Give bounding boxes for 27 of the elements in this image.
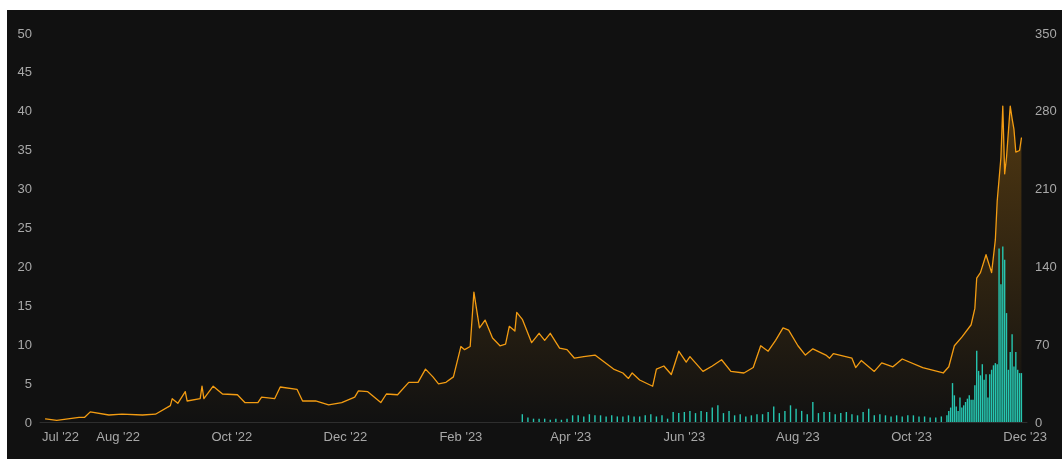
x-tick-label: Apr '23	[550, 429, 592, 444]
y2-tick-label: 350	[1035, 25, 1057, 41]
x-tick-label: Dec '23	[1003, 429, 1047, 444]
x-tick-label: Jul '22	[41, 429, 80, 444]
y-tick-label: 20	[17, 258, 32, 274]
y-tick-label: 30	[17, 181, 32, 197]
x-tick-label: Oct '22	[211, 429, 253, 444]
y-tick-label: 5	[24, 375, 32, 391]
y2-tick-label: 0	[1035, 414, 1043, 430]
x-tick-label: Aug '22	[96, 429, 141, 444]
y-tick-label: 25	[17, 220, 32, 235]
x-tick-label: Oct '23	[891, 429, 932, 444]
y2-tick-label: 280	[1035, 103, 1057, 119]
y-tick-label: 50	[17, 25, 32, 41]
y-tick-label: 45	[17, 64, 32, 80]
x-tick-label: Aug '23	[776, 429, 820, 444]
y-tick-label: 10	[17, 336, 32, 352]
y2-tick-label: 70	[1035, 336, 1050, 352]
y-tick-label: 0	[24, 414, 32, 430]
x-tick-label: Jun '23	[663, 429, 706, 444]
y2-tick-label: 140	[1035, 258, 1057, 274]
x-tick-label: Feb '23	[439, 429, 483, 444]
y-tick-label: 35	[17, 142, 32, 158]
y2-tick-label: 210	[1035, 181, 1057, 197]
y-tick-label: 15	[17, 297, 32, 313]
x-tick-label: Dec '22	[323, 429, 368, 444]
y-tick-label: 40	[17, 103, 32, 119]
